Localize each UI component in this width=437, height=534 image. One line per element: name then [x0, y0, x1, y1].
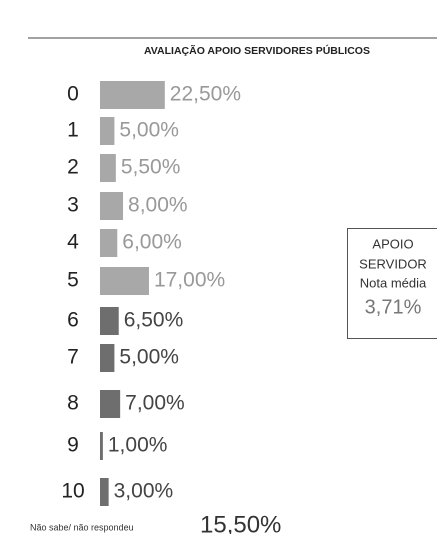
value-label: 5,00% — [119, 346, 179, 369]
bar — [100, 117, 115, 145]
bar — [100, 344, 115, 372]
bar — [100, 192, 124, 220]
value-label: 17,00% — [154, 269, 225, 292]
value-label: 5,00% — [119, 119, 179, 142]
category-label: 1 — [67, 119, 79, 142]
note-line: APOIO — [372, 236, 413, 251]
note-line: SERVIDOR — [359, 256, 427, 271]
bar — [100, 478, 109, 506]
category-label: 10 — [61, 480, 84, 503]
category-label: 9 — [67, 434, 79, 457]
category-label: 4 — [67, 231, 79, 254]
value-label: 5,50% — [121, 156, 181, 179]
category-label: 0 — [67, 83, 79, 106]
bar — [100, 307, 119, 335]
note-value: 3,71% — [365, 296, 422, 318]
bar — [100, 154, 116, 182]
value-label: 6,50% — [124, 309, 184, 332]
value-label: 6,00% — [122, 231, 182, 254]
category-label: 3 — [67, 194, 79, 217]
bar — [100, 267, 149, 295]
value-label: 1,00% — [108, 434, 168, 457]
value-label: 22,50% — [170, 83, 241, 106]
bar — [100, 81, 165, 109]
category-label: 8 — [67, 392, 79, 415]
value-label: 3,00% — [114, 480, 174, 503]
category-label: 7 — [67, 346, 79, 369]
value-label: 7,00% — [125, 392, 185, 415]
bar — [100, 229, 118, 257]
category-label: 2 — [67, 156, 79, 179]
category-label: 6 — [67, 309, 79, 332]
chart-title: AVALIAÇÃO APOIO SERVIDORES PÚBLICOS — [144, 44, 370, 57]
value-label: 15,50% — [200, 511, 281, 534]
value-label: 8,00% — [128, 194, 188, 217]
bar — [100, 390, 121, 418]
bar — [100, 432, 103, 460]
category-label: Não sabe/ não respondeu — [30, 522, 134, 532]
category-label: 5 — [67, 269, 79, 292]
note-line: Nota média — [360, 275, 427, 290]
note-box — [347, 228, 437, 339]
